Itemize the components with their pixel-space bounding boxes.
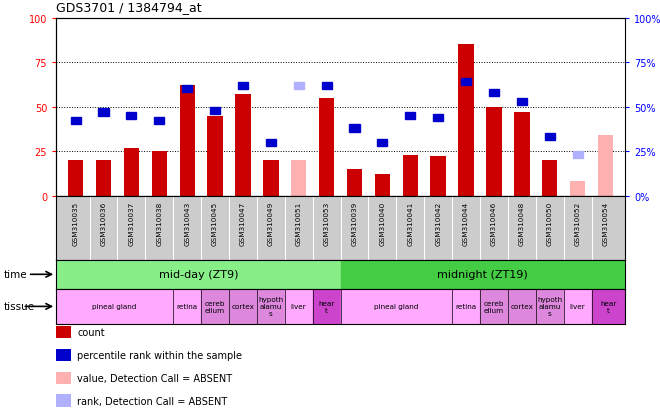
- Text: GDS3701 / 1384794_at: GDS3701 / 1384794_at: [56, 2, 202, 14]
- Text: GSM310045: GSM310045: [212, 201, 218, 245]
- Bar: [378, 139, 387, 147]
- Text: GSM310053: GSM310053: [323, 201, 329, 245]
- Bar: [452, 289, 480, 324]
- Text: GSM310038: GSM310038: [156, 201, 162, 245]
- Bar: [430, 157, 446, 196]
- Bar: [570, 182, 585, 196]
- Bar: [542, 161, 558, 196]
- Bar: [433, 114, 443, 121]
- Bar: [486, 107, 502, 196]
- Bar: [514, 113, 529, 196]
- Bar: [591, 289, 625, 324]
- Bar: [341, 260, 625, 289]
- Text: time: time: [3, 270, 27, 280]
- Bar: [461, 79, 471, 86]
- Bar: [229, 289, 257, 324]
- Bar: [341, 289, 452, 324]
- Text: GSM310042: GSM310042: [435, 201, 441, 245]
- Text: GSM310047: GSM310047: [240, 201, 246, 245]
- Text: GSM310054: GSM310054: [603, 201, 609, 245]
- Text: GSM310046: GSM310046: [491, 201, 497, 245]
- Text: GSM310051: GSM310051: [296, 201, 302, 245]
- Text: cortex: cortex: [232, 304, 254, 310]
- Text: liver: liver: [570, 304, 585, 310]
- Text: retina: retina: [455, 304, 477, 310]
- Bar: [573, 152, 583, 159]
- Text: retina: retina: [177, 304, 198, 310]
- Text: liver: liver: [291, 304, 307, 310]
- Bar: [536, 289, 564, 324]
- Text: hear
t: hear t: [600, 300, 616, 313]
- Bar: [347, 169, 362, 196]
- Bar: [180, 86, 195, 196]
- Bar: [123, 148, 139, 196]
- Bar: [405, 113, 415, 120]
- Bar: [564, 289, 591, 324]
- Text: GSM310052: GSM310052: [575, 201, 581, 245]
- Bar: [126, 113, 137, 120]
- Text: pineal gland: pineal gland: [374, 304, 418, 310]
- Bar: [508, 289, 536, 324]
- Text: GSM310035: GSM310035: [73, 201, 79, 245]
- Bar: [403, 155, 418, 196]
- Bar: [266, 139, 276, 147]
- Text: GSM310048: GSM310048: [519, 201, 525, 245]
- Bar: [207, 116, 222, 196]
- Bar: [98, 109, 108, 116]
- Bar: [257, 289, 284, 324]
- Text: percentile rank within the sample: percentile rank within the sample: [77, 350, 242, 360]
- Bar: [480, 289, 508, 324]
- Bar: [319, 98, 334, 196]
- Text: hypoth
alamu
s: hypoth alamu s: [537, 297, 562, 317]
- Text: pineal gland: pineal gland: [92, 304, 137, 310]
- Text: GSM310043: GSM310043: [184, 201, 190, 245]
- Bar: [152, 152, 167, 196]
- Text: GSM310037: GSM310037: [129, 201, 135, 245]
- Text: GSM310036: GSM310036: [100, 201, 106, 245]
- Bar: [294, 83, 304, 90]
- Bar: [96, 161, 111, 196]
- Bar: [210, 107, 220, 114]
- Bar: [598, 136, 613, 196]
- Bar: [201, 289, 229, 324]
- Text: count: count: [77, 328, 105, 337]
- Bar: [238, 83, 248, 90]
- Bar: [313, 289, 341, 324]
- Text: rank, Detection Call = ABSENT: rank, Detection Call = ABSENT: [77, 396, 228, 406]
- Bar: [489, 90, 499, 97]
- Text: mid-day (ZT9): mid-day (ZT9): [158, 270, 238, 280]
- Bar: [517, 99, 527, 106]
- Bar: [235, 95, 251, 196]
- Bar: [173, 289, 201, 324]
- Text: GSM310040: GSM310040: [379, 201, 385, 245]
- Text: midnight (ZT19): midnight (ZT19): [438, 270, 528, 280]
- Text: GSM310049: GSM310049: [268, 201, 274, 245]
- Bar: [56, 289, 173, 324]
- Bar: [182, 86, 192, 93]
- Bar: [263, 161, 279, 196]
- Bar: [375, 175, 390, 196]
- Text: cortex: cortex: [510, 304, 533, 310]
- Text: hypoth
alamu
s: hypoth alamu s: [258, 297, 283, 317]
- Text: value, Detection Call = ABSENT: value, Detection Call = ABSENT: [77, 373, 232, 383]
- Bar: [56, 260, 341, 289]
- Text: hear
t: hear t: [318, 300, 335, 313]
- Text: GSM310039: GSM310039: [352, 201, 358, 245]
- Bar: [291, 161, 306, 196]
- Bar: [350, 125, 360, 132]
- Text: GSM310044: GSM310044: [463, 201, 469, 245]
- Bar: [284, 289, 313, 324]
- Text: cereb
ellum: cereb ellum: [484, 300, 504, 313]
- Text: GSM310050: GSM310050: [546, 201, 552, 245]
- Bar: [459, 45, 474, 196]
- Text: tissue: tissue: [3, 301, 34, 312]
- Bar: [544, 134, 555, 141]
- Bar: [68, 161, 83, 196]
- Text: cereb
ellum: cereb ellum: [205, 300, 225, 313]
- Bar: [71, 118, 81, 125]
- Text: GSM310041: GSM310041: [407, 201, 413, 245]
- Bar: [321, 83, 331, 90]
- Bar: [154, 118, 164, 125]
